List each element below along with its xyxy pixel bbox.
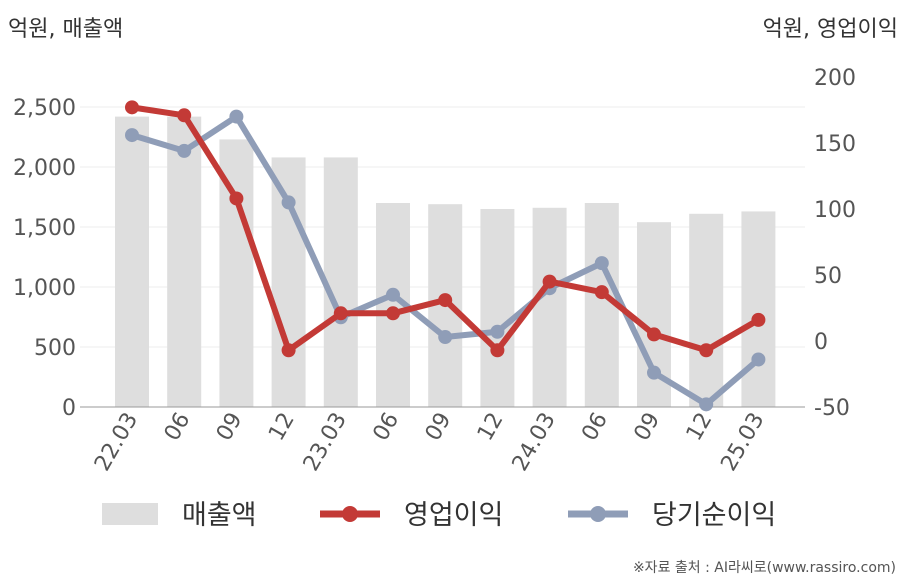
legend-label-operating-profit: 영업이익: [404, 500, 503, 531]
x-axis-tick-label: 22.03: [90, 409, 143, 476]
bar-sales: [689, 213, 724, 407]
point-net-income: [177, 143, 192, 158]
bar-sales: [323, 157, 358, 407]
x-axis-tick-label: 12: [264, 409, 300, 446]
x-axis-tick-label: 24.03: [508, 409, 561, 476]
left-axis-tick-label: 1,000: [13, 276, 76, 301]
left-axis-tick-label: 500: [34, 336, 76, 361]
x-axis-tick-label: 25.03: [716, 409, 769, 476]
bar-sales: [271, 157, 306, 407]
point-operating-profit: [647, 327, 661, 342]
point-net-income: [125, 128, 139, 143]
x-axis-ticks: 22.03 06 09 12 23.03 06 09 12 24.03 06 09 12 25.03: [90, 409, 770, 476]
line-series: [125, 100, 766, 412]
point-net-income: [438, 330, 453, 345]
point-operating-profit: [386, 306, 400, 321]
right-axis-title: 억원, 영업이익: [763, 17, 898, 42]
right-axis-tick-label: 200: [814, 66, 856, 91]
x-axis-tick-label: 06: [369, 409, 405, 446]
bar-sales: [741, 211, 776, 407]
point-net-income: [594, 256, 609, 271]
source-note: ※자료 출처 : AI라씨로(www.rassiro.com): [633, 560, 896, 576]
point-net-income: [751, 352, 766, 367]
point-operating-profit: [699, 343, 714, 358]
x-axis-tick-label: 23.03: [299, 409, 352, 476]
right-axis-ticks: -50 0 50 100 150 200: [814, 66, 856, 421]
legend-marker-operating-profit: [342, 506, 358, 522]
bar-sales: [167, 116, 202, 407]
x-axis-tick-label: 09: [421, 409, 457, 446]
x-axis-tick-label: 06: [577, 409, 613, 446]
point-net-income: [699, 397, 714, 412]
point-operating-profit: [490, 343, 505, 358]
point-net-income: [281, 195, 296, 210]
legend: 매출액 영업이익 당기순이익: [102, 500, 776, 531]
point-operating-profit: [281, 343, 296, 358]
point-net-income: [490, 324, 505, 339]
x-axis-tick-label: 06: [160, 409, 196, 446]
bar-sales: [532, 207, 567, 407]
right-axis-tick-label: 50: [814, 264, 842, 289]
right-axis-tick-label: 150: [814, 132, 856, 157]
left-axis-tick-label: 1,500: [13, 216, 76, 241]
left-axis-ticks: 0 500 1,000 1,500 2,000 2,500: [13, 96, 76, 421]
point-operating-profit: [229, 191, 244, 206]
right-axis-tick-label: 0: [814, 330, 828, 355]
bar-sales: [480, 209, 515, 407]
legend-marker-net-income: [590, 506, 606, 522]
point-operating-profit: [594, 285, 609, 300]
point-operating-profit: [438, 293, 453, 308]
right-axis-tick-label: -50: [814, 396, 850, 421]
point-operating-profit: [333, 306, 348, 321]
point-operating-profit: [751, 312, 766, 327]
right-axis-tick-label: 100: [814, 198, 856, 223]
left-axis-tick-label: 0: [62, 396, 76, 421]
legend-label-sales: 매출액: [182, 500, 257, 531]
point-operating-profit: [542, 274, 557, 289]
bar-sales: [115, 116, 149, 407]
x-axis-tick-label: 12: [682, 409, 718, 446]
legend-label-net-income: 당기순이익: [652, 500, 776, 531]
left-axis-tick-label: 2,000: [13, 156, 76, 181]
point-operating-profit: [125, 100, 139, 115]
left-axis-title: 억원, 매출액: [8, 17, 123, 42]
point-net-income: [386, 287, 400, 302]
left-axis-tick-label: 2,500: [13, 96, 76, 121]
x-axis-tick-label: 09: [212, 409, 248, 446]
point-net-income: [647, 365, 661, 380]
point-net-income: [229, 109, 244, 124]
x-axis-tick-label: 12: [473, 409, 509, 446]
legend-swatch-sales: [102, 503, 158, 525]
x-axis-tick-label: 09: [630, 409, 666, 446]
point-operating-profit: [177, 108, 192, 123]
